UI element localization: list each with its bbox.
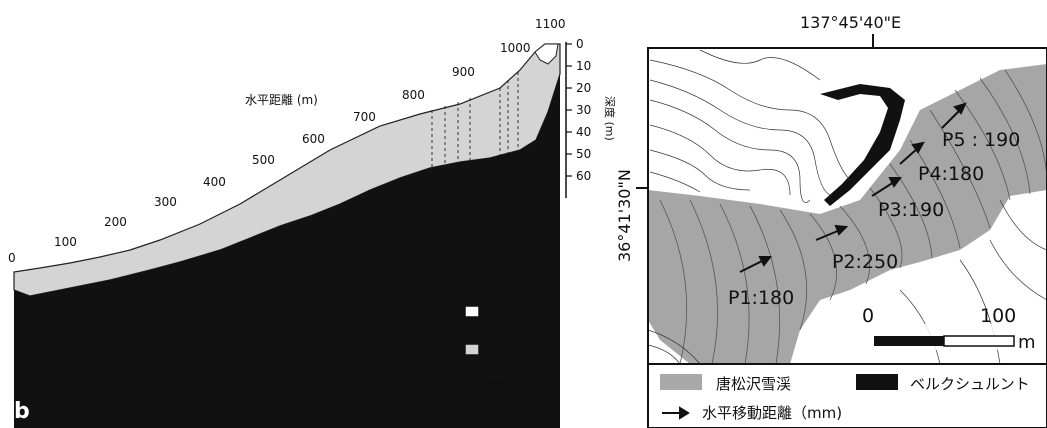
depth-tick: 20 [576,81,591,95]
depth-scale: 0 10 20 30 40 50 60 深度 (m) [565,37,617,198]
bedrock-layer [14,74,560,428]
legend-label-karamatsu: 唐松沢雪渓 [716,375,791,393]
point-label-p3: P3:190 [878,199,944,221]
horizontal-axis-label: 水平距離 (m) [245,93,318,107]
scale-end: 100 [980,305,1016,327]
latitude-label: 36°41'30"N [615,169,634,262]
h-tick: 300 [154,195,177,209]
point-label-p5: P5 : 190 [942,129,1020,151]
h-tick: 500 [252,153,275,167]
point-label-p1: P1:180 [728,287,794,309]
depth-axis-label: 深度 (m) [603,96,617,141]
legend-swatch-firn [464,305,480,318]
h-tick: 200 [104,215,127,229]
h-tick: 600 [302,132,325,146]
legend-swatch-karamatsu [660,374,702,390]
map-panel: 137°45'40"E 36°41'30"N [615,13,1047,428]
horizontal-ticks: 0 100 200 300 400 500 600 700 800 900 10… [8,17,566,265]
bergschrund [820,84,905,206]
depth-tick: 30 [576,103,591,117]
cross-section-legend: フィルン層 氷河氷 基盤 [464,305,546,393]
h-tick: 0 [8,251,16,265]
h-tick: 800 [402,88,425,102]
h-tick: 400 [203,175,226,189]
legend-label-displacement: 水平移動距離（mm) [702,404,842,422]
panel-letter: b [14,399,30,424]
scale-start: 0 [862,305,874,327]
map-legend: 唐松沢雪渓 ベルクシュルント 水平移動距離（mm) [647,363,1047,428]
legend-swatch-bergschrund [856,374,898,390]
legend-label-bedrock: 基盤 [486,379,510,393]
legend-label-ice: 氷河氷 [486,343,522,357]
h-tick: 1100 [535,17,566,31]
legend-swatch-bedrock [465,380,479,391]
h-tick: 100 [54,235,77,249]
point-label-p2: P2:250 [832,251,898,273]
firn-layer [534,43,559,65]
displacement-arrows [739,102,967,273]
scale-unit: m [1018,332,1036,353]
h-tick: 700 [353,110,376,124]
terrain-contours [648,49,1047,364]
h-tick: 900 [452,65,475,79]
legend-arrow-symbol [662,406,690,420]
scale-bar: 0 100 m [862,305,1036,353]
depth-tick: 0 [576,37,584,51]
longitude-label: 137°45'40"E [800,13,901,32]
h-tick: 1000 [500,41,531,55]
legend-swatch-ice [464,343,480,356]
legend-label-bergschrund: ベルクシュルント [910,375,1030,393]
cross-section-panel: 0 100 200 300 400 500 600 700 800 900 10… [8,17,617,428]
depth-tick: 10 [576,59,591,73]
glacier-area [648,64,1047,364]
legend-label-firn: フィルン層 [486,305,546,319]
borehole-lines [431,72,519,170]
point-label-p4: P4:180 [918,163,984,185]
depth-tick: 40 [576,125,591,139]
depth-tick: 60 [576,169,591,183]
depth-tick: 50 [576,147,591,161]
